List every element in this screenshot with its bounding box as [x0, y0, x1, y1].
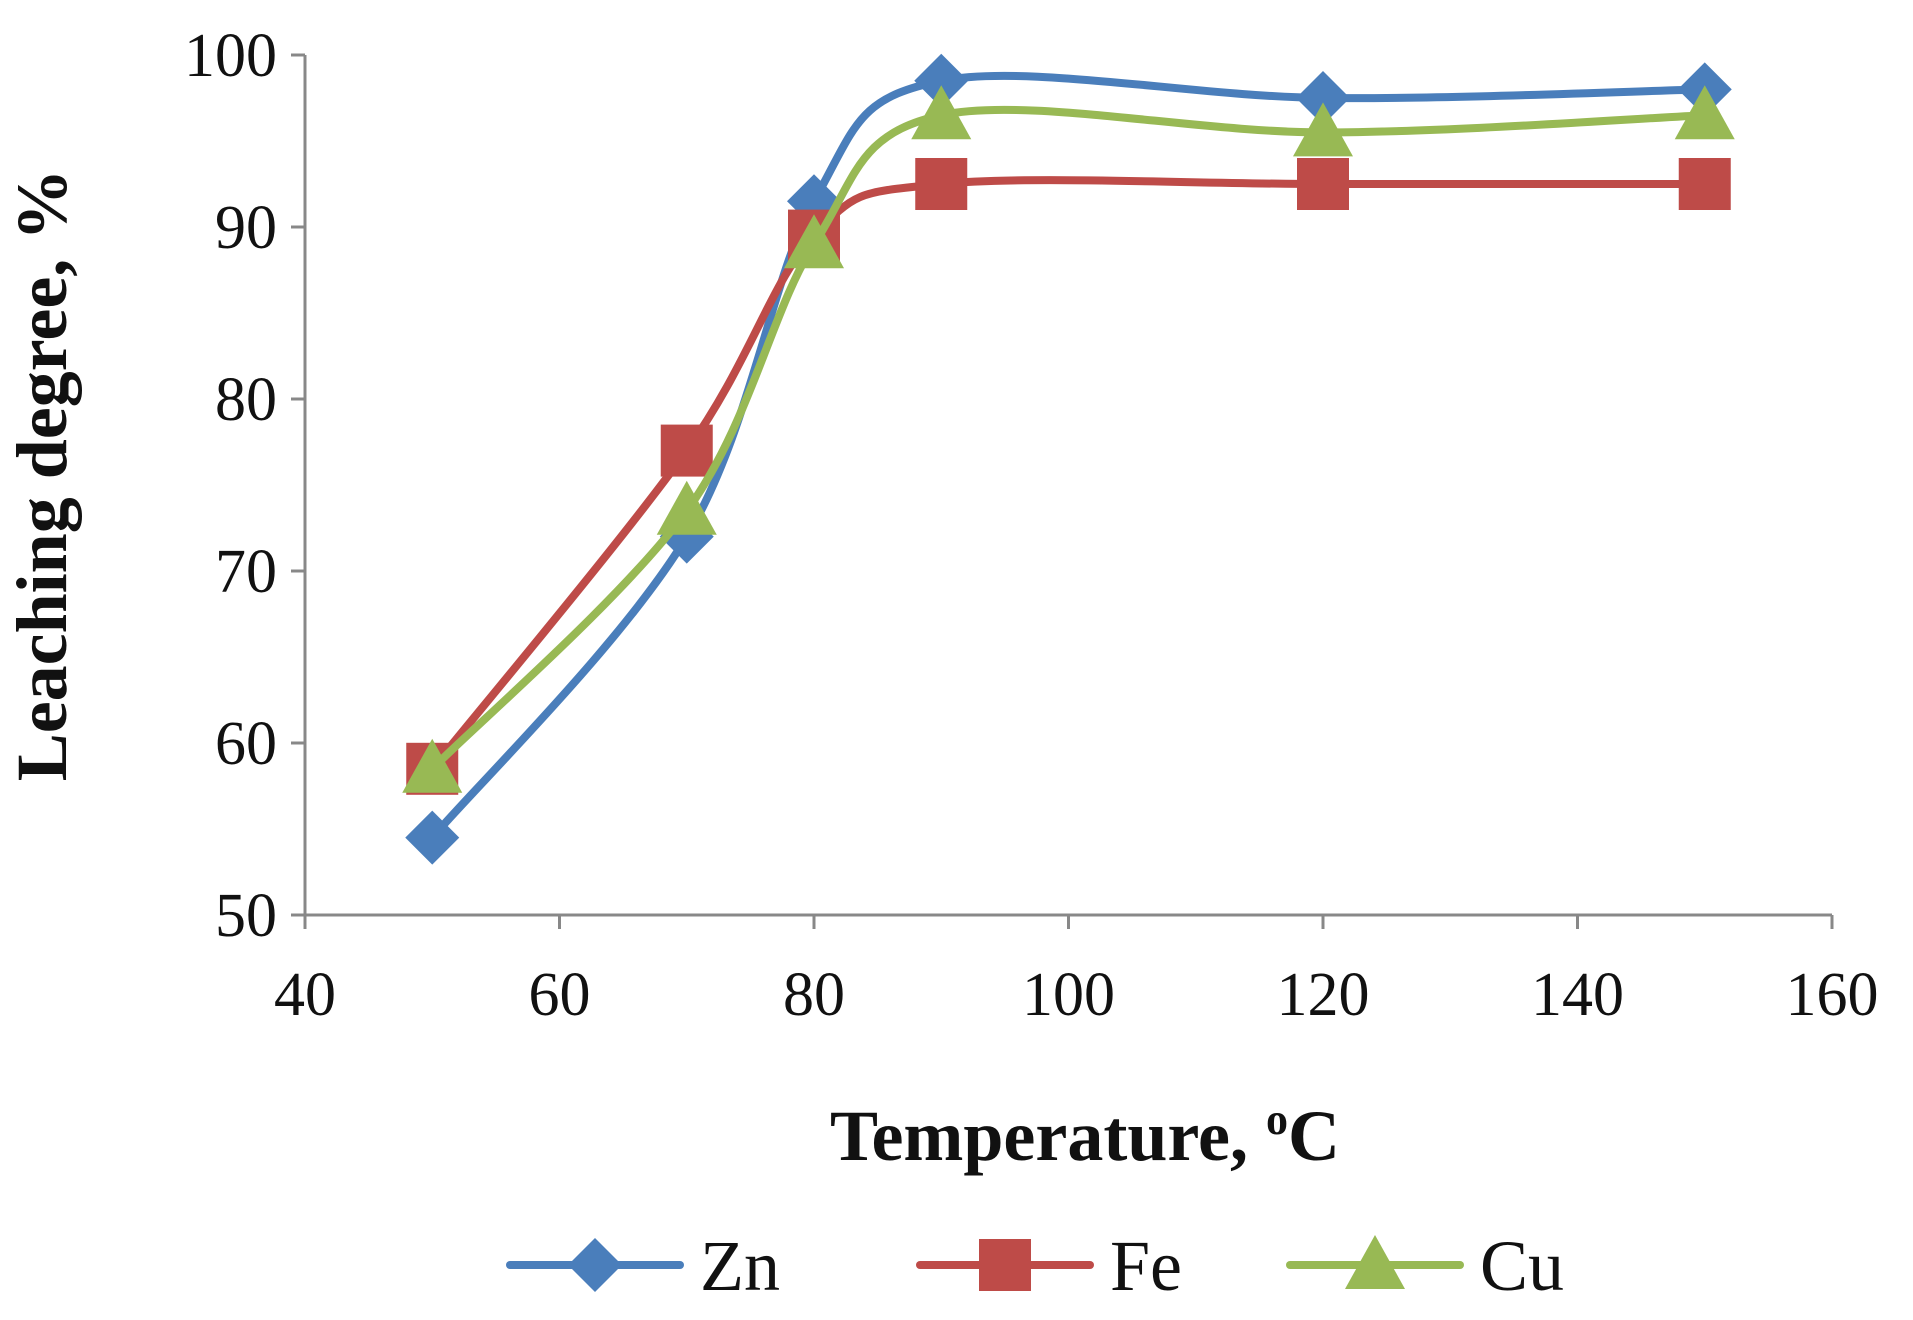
data-point-cu [1674, 85, 1735, 140]
x-tick-label: 100 [1022, 961, 1115, 1029]
legend-label: Fe [1110, 1226, 1182, 1306]
series-line-zn [428, 71, 1709, 842]
y-tick-label: 70 [215, 538, 277, 606]
series-cu [402, 85, 1735, 793]
legend-label: Zn [700, 1226, 780, 1306]
legend-marker [979, 1239, 1031, 1291]
x-axis-title-unit: C [1288, 1096, 1340, 1176]
x-axis-title-degree: o [1266, 1095, 1288, 1144]
y-tick-label: 60 [215, 710, 277, 778]
x-tick-label: 160 [1786, 961, 1879, 1029]
legend-marker [568, 1238, 622, 1292]
y-tick-label: 80 [215, 366, 277, 434]
x-tick-label: 120 [1277, 961, 1370, 1029]
data-point-fe [1678, 158, 1731, 210]
x-tick-label: 40 [274, 961, 336, 1029]
legend-item-fe: Fe [916, 1226, 1182, 1306]
series-zn [405, 53, 1732, 865]
legend-item-cu: Cu [1286, 1226, 1564, 1306]
data-point-cu [784, 214, 844, 269]
legend: Zn Fe Cu [506, 1226, 1564, 1306]
series-line-fe [428, 176, 1709, 773]
data-point-cu [1293, 102, 1353, 157]
data-point-fe [915, 158, 968, 210]
x-tick-label: 140 [1531, 961, 1624, 1029]
data-point-cu [911, 85, 972, 140]
x-tick-label: 80 [783, 961, 845, 1029]
x-axis-title: Temperature, oC [830, 1095, 1340, 1176]
x-axis-title-main: Temperature, [830, 1096, 1266, 1176]
y-tick-label: 100 [184, 22, 277, 90]
data-point-zn [1296, 71, 1350, 125]
data-point-fe [660, 424, 713, 477]
x-tick-label: 60 [529, 961, 591, 1029]
data-point-zn [405, 810, 460, 865]
legend-marker [1345, 1235, 1405, 1289]
series-line-cu [428, 105, 1709, 773]
series-layer [402, 53, 1735, 865]
y-tick-label: 90 [215, 194, 277, 262]
data-point-fe [1297, 158, 1349, 210]
legend-label: Cu [1480, 1226, 1564, 1306]
series-fe [406, 158, 1731, 795]
legend-item-zn: Zn [506, 1226, 780, 1306]
data-point-cu [402, 738, 463, 793]
data-point-zn [659, 509, 714, 564]
data-point-cu [656, 480, 717, 535]
tick-group: 50 60 70 80 90 100 40 60 80 100 120 140 160 [184, 22, 1879, 1029]
data-point-zn [914, 53, 969, 108]
y-axis-title: Leaching degree, % [2, 169, 82, 782]
y-tick-label: 50 [215, 882, 277, 950]
